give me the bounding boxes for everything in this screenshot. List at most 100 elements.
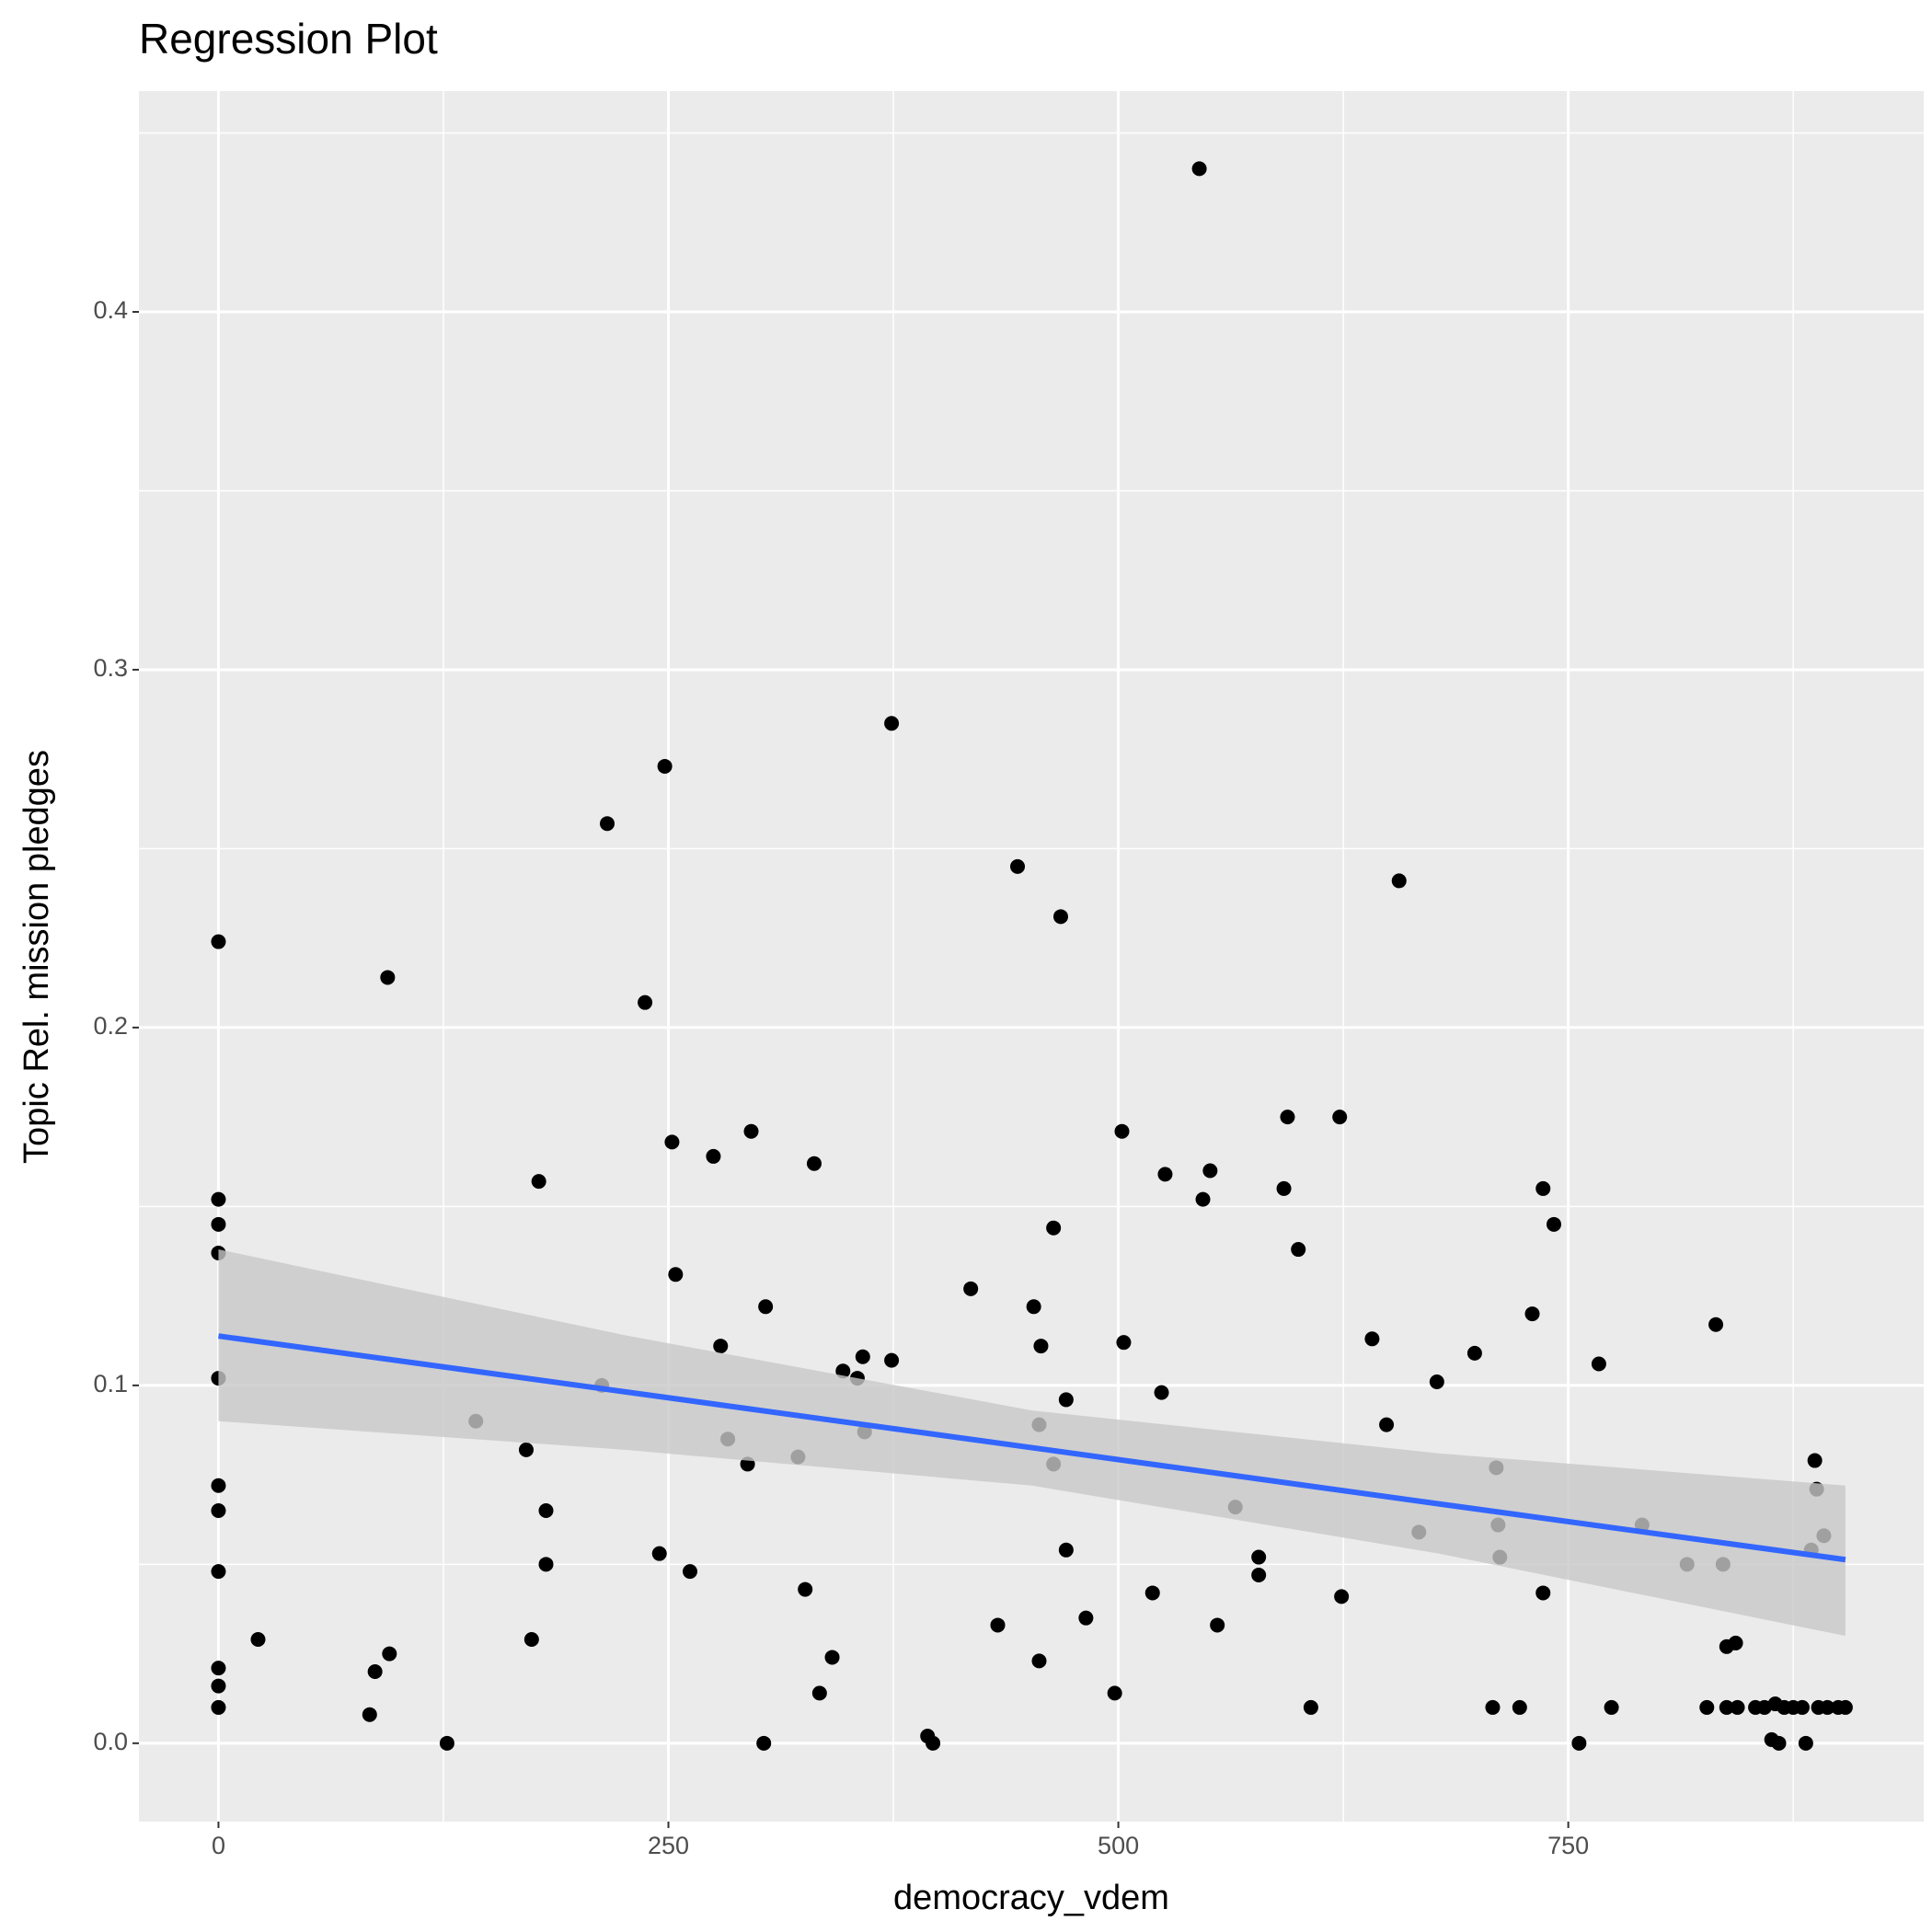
point bbox=[1031, 1653, 1047, 1669]
point bbox=[211, 934, 226, 949]
point bbox=[1699, 1699, 1715, 1715]
point bbox=[743, 1123, 759, 1139]
point bbox=[1251, 1549, 1267, 1565]
y-tick-label: 0.1 bbox=[93, 1370, 128, 1397]
point bbox=[1379, 1417, 1395, 1432]
point bbox=[1466, 1345, 1482, 1361]
point bbox=[1058, 1542, 1074, 1558]
point bbox=[1535, 1585, 1551, 1601]
point bbox=[211, 1678, 226, 1694]
confidence-band bbox=[218, 1249, 1846, 1637]
point bbox=[439, 1735, 454, 1751]
x-tick-label: 0 bbox=[212, 1832, 225, 1859]
point bbox=[664, 1134, 680, 1150]
y-tick-label: 0.0 bbox=[93, 1728, 128, 1755]
point bbox=[1107, 1685, 1122, 1701]
point bbox=[531, 1174, 546, 1190]
point bbox=[1280, 1110, 1295, 1125]
point bbox=[523, 1632, 539, 1648]
regression-line bbox=[218, 1333, 1846, 1563]
point bbox=[651, 1546, 667, 1561]
point bbox=[1591, 1356, 1606, 1372]
point bbox=[713, 1339, 729, 1354]
point bbox=[1604, 1699, 1619, 1715]
point bbox=[756, 1735, 772, 1751]
point bbox=[1807, 1453, 1823, 1468]
point bbox=[1303, 1699, 1318, 1715]
point bbox=[1535, 1180, 1551, 1196]
point bbox=[682, 1564, 697, 1580]
point bbox=[706, 1148, 721, 1164]
point bbox=[1728, 1635, 1743, 1650]
point bbox=[211, 1191, 226, 1207]
point bbox=[1276, 1180, 1292, 1196]
point bbox=[1364, 1331, 1380, 1347]
point bbox=[380, 970, 396, 985]
point bbox=[963, 1281, 979, 1296]
point bbox=[1026, 1299, 1041, 1315]
x-axis-title: democracy_vdem bbox=[893, 1879, 1169, 1917]
point bbox=[926, 1735, 941, 1751]
point bbox=[1116, 1335, 1132, 1351]
point bbox=[1251, 1568, 1267, 1583]
point bbox=[1429, 1374, 1444, 1389]
x-tick-label: 250 bbox=[648, 1832, 689, 1859]
point bbox=[1512, 1699, 1527, 1715]
y-tick-label: 0.4 bbox=[93, 296, 128, 324]
point bbox=[250, 1632, 266, 1648]
point bbox=[1719, 1699, 1734, 1715]
point bbox=[884, 716, 900, 731]
point bbox=[211, 1216, 226, 1232]
point bbox=[1546, 1216, 1561, 1232]
point bbox=[1191, 161, 1207, 177]
point bbox=[518, 1442, 534, 1457]
point bbox=[1730, 1699, 1745, 1715]
point bbox=[600, 816, 615, 832]
point bbox=[835, 1363, 851, 1379]
point bbox=[1033, 1339, 1049, 1354]
point bbox=[1052, 909, 1068, 925]
point bbox=[798, 1581, 813, 1597]
point bbox=[211, 1699, 226, 1715]
point bbox=[884, 1352, 900, 1368]
point bbox=[538, 1502, 554, 1518]
point bbox=[211, 1478, 226, 1493]
point bbox=[211, 1502, 226, 1518]
point bbox=[1195, 1191, 1211, 1207]
point bbox=[1210, 1617, 1225, 1633]
point bbox=[362, 1707, 377, 1722]
x-tick-label: 500 bbox=[1098, 1832, 1139, 1859]
point bbox=[1334, 1589, 1350, 1604]
point bbox=[990, 1617, 1006, 1633]
point bbox=[1010, 858, 1026, 874]
point bbox=[806, 1156, 822, 1171]
point bbox=[1154, 1385, 1169, 1400]
point bbox=[1571, 1735, 1587, 1751]
point bbox=[1771, 1735, 1787, 1751]
y-tick-label: 0.2 bbox=[93, 1012, 128, 1040]
point bbox=[1837, 1699, 1853, 1715]
point bbox=[668, 1267, 684, 1282]
point bbox=[1202, 1163, 1218, 1179]
point bbox=[1291, 1242, 1306, 1258]
point bbox=[1391, 873, 1407, 889]
point bbox=[1524, 1306, 1540, 1322]
point bbox=[1078, 1610, 1094, 1626]
point bbox=[1798, 1735, 1813, 1751]
point bbox=[811, 1685, 827, 1701]
point bbox=[1046, 1220, 1062, 1236]
point bbox=[1485, 1699, 1501, 1715]
point bbox=[382, 1646, 397, 1662]
point bbox=[1157, 1167, 1173, 1182]
point bbox=[538, 1557, 554, 1572]
chart-title: Regression Plot bbox=[139, 15, 438, 63]
point bbox=[824, 1650, 840, 1665]
point bbox=[758, 1299, 774, 1315]
y-tick-label: 0.3 bbox=[93, 654, 128, 682]
point bbox=[1144, 1585, 1160, 1601]
point bbox=[1708, 1317, 1724, 1332]
x-tick-label: 750 bbox=[1547, 1832, 1589, 1859]
point bbox=[1794, 1699, 1810, 1715]
point bbox=[211, 1564, 226, 1580]
